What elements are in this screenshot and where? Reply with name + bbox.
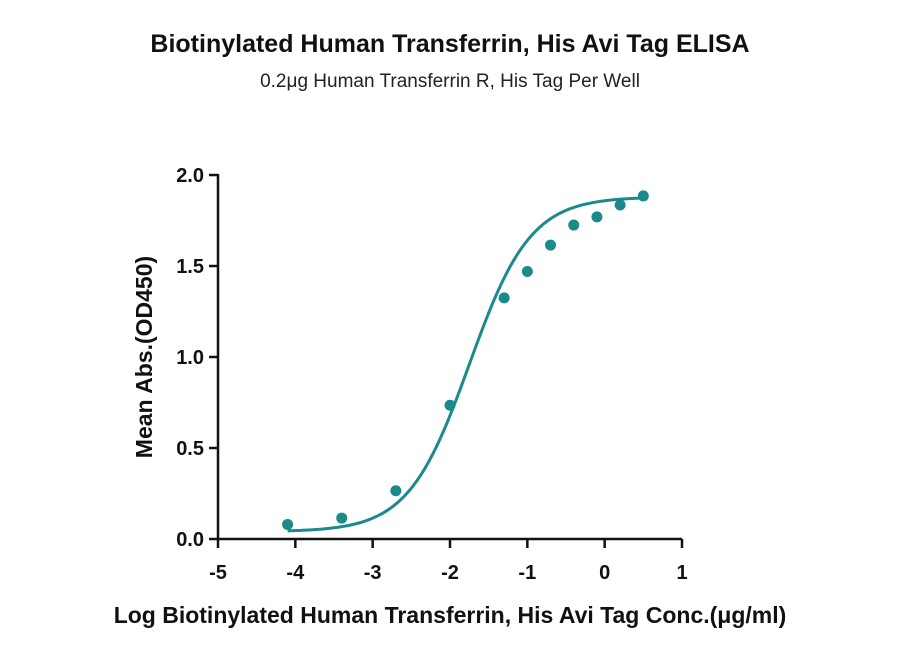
y-tick-label: 1.5	[176, 256, 204, 278]
y-tick-label: 1.0	[176, 347, 204, 369]
chart-title: Biotinylated Human Transferrin, His Avi …	[150, 30, 750, 58]
x-tick-label: -5	[209, 562, 227, 584]
data-point	[637, 190, 649, 202]
y-tick-label: 0.5	[176, 438, 204, 460]
x-tick-label: -3	[364, 562, 382, 584]
x-tick-label: 1	[676, 562, 687, 584]
data-point	[282, 518, 294, 530]
data-point	[444, 399, 456, 411]
x-tick-label: -4	[286, 562, 305, 584]
data-point	[336, 512, 348, 524]
data-point	[521, 265, 533, 277]
x-axis-label: Log Biotinylated Human Transferrin, His …	[114, 602, 787, 628]
x-tick-label: -1	[518, 562, 536, 584]
y-tick-label: 2.0	[176, 165, 204, 187]
chart-subtitle: 0.2μg Human Transferrin R, His Tag Per W…	[260, 71, 640, 92]
x-tick-label: 0	[599, 562, 610, 584]
data-point	[390, 485, 402, 497]
data-point	[591, 211, 603, 223]
data-point	[568, 219, 580, 231]
data-point	[545, 239, 557, 251]
fit-curve	[287, 196, 644, 533]
x-tick-label: -2	[441, 562, 459, 584]
data-point	[498, 292, 510, 304]
data-point	[614, 199, 626, 211]
y-axis-label: Mean Abs.(OD450)	[131, 256, 157, 458]
y-tick-label: 0.0	[176, 529, 204, 551]
